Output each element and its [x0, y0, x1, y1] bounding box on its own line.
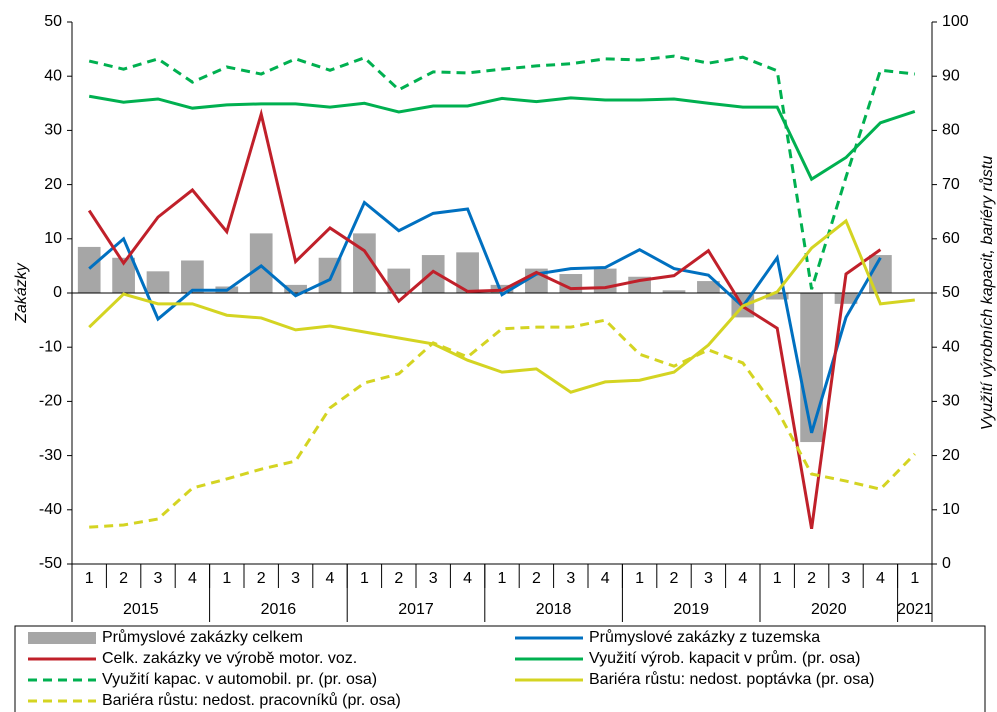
- y-tick-label: -50: [39, 555, 62, 572]
- bar: [697, 281, 720, 293]
- x-tick-label: 4: [601, 570, 610, 587]
- bar: [421, 255, 445, 293]
- x-tick-label: 4: [738, 570, 747, 587]
- line-series: [88, 200, 882, 434]
- line-series: [87, 108, 882, 530]
- year-label: 2015: [123, 601, 159, 618]
- bar: [112, 257, 135, 293]
- x-tick-label: 2: [119, 570, 128, 587]
- y2-tick-label: 40: [942, 338, 960, 355]
- legend-label: Průmyslové zakázky z tuzemska: [589, 628, 820, 646]
- x-tick-label: 2: [670, 570, 679, 587]
- x-tick-label: 3: [291, 570, 300, 587]
- y-tick-label: 50: [44, 13, 62, 30]
- legend-label: Využití kapac. v automobil. pr. (pr. osa…: [102, 671, 377, 688]
- year-label: 2019: [673, 601, 709, 618]
- line-series: [88, 54, 915, 290]
- x-tick-label: 4: [326, 570, 335, 587]
- legend-swatch: [28, 632, 96, 644]
- bar: [662, 290, 686, 293]
- bar: [387, 268, 411, 293]
- y2-tick-label: 10: [942, 501, 960, 518]
- line-series: [88, 218, 915, 394]
- y2-tick-label: 30: [942, 393, 960, 410]
- bar: [800, 293, 823, 443]
- bar: [834, 293, 858, 304]
- bar: [593, 268, 617, 293]
- y2-tick-label: 60: [942, 230, 960, 247]
- bar: [77, 246, 101, 293]
- x-tick-label: 1: [773, 570, 782, 587]
- x-tick-label: 2: [807, 570, 816, 587]
- bar: [284, 284, 307, 293]
- y-tick-label: -20: [39, 393, 62, 410]
- legend-label: Celk. zakázky ve výrobě motor. voz.: [102, 650, 357, 667]
- y-tick-label: -40: [39, 501, 62, 518]
- bar: [181, 260, 204, 293]
- x-tick-label: 1: [910, 570, 919, 587]
- year-label: 2017: [398, 601, 434, 618]
- bar: [146, 271, 170, 293]
- y2-tick-label: 0: [942, 555, 951, 572]
- legend-label: Průmyslové zakázky celkem: [102, 628, 303, 646]
- x-tick-label: 3: [842, 570, 851, 587]
- x-tick-label: 1: [85, 570, 94, 587]
- x-tick-label: 1: [498, 570, 507, 587]
- x-tick-label: 2: [257, 570, 266, 587]
- y2-tick-label: 50: [942, 284, 960, 301]
- bar: [765, 293, 789, 300]
- y2-axis-title: Využití výrobních kapacit, bariéry růstu: [978, 156, 996, 431]
- y2-tick-label: 70: [942, 176, 960, 193]
- x-tick-label: 3: [154, 570, 163, 587]
- year-label: 2020: [811, 601, 847, 618]
- line-series: [88, 94, 916, 182]
- x-tick-label: 1: [360, 570, 369, 587]
- bar: [456, 252, 479, 293]
- legend-label: Bariéra růstu: nedost. pracovníků (pr. o…: [102, 691, 401, 709]
- legend-box: [14, 625, 986, 712]
- bar: [869, 255, 892, 293]
- y-tick-label: 0: [53, 284, 62, 301]
- x-tick-label: 4: [463, 570, 472, 587]
- x-tick-label: 3: [566, 570, 575, 587]
- year-label: 2018: [536, 601, 572, 618]
- x-tick-label: 4: [188, 570, 197, 587]
- legend-label: Využití výrob. kapacit v prům. (pr. osa): [589, 649, 861, 667]
- y2-tick-label: 20: [942, 447, 960, 464]
- bar: [249, 233, 273, 293]
- y2-tick-label: 90: [942, 67, 960, 84]
- x-tick-label: 3: [704, 570, 713, 587]
- line-series: [89, 318, 916, 529]
- y-tick-label: -30: [39, 447, 62, 464]
- y2-tick-label: 80: [942, 122, 960, 139]
- x-tick-label: 3: [429, 570, 438, 587]
- y-tick-label: -10: [39, 338, 62, 355]
- year-label: 2021: [897, 601, 933, 618]
- y-tick-label: 40: [44, 67, 62, 84]
- x-tick-label: 2: [394, 570, 403, 587]
- y2-tick-label: 100: [942, 13, 969, 30]
- x-tick-label: 4: [876, 570, 885, 587]
- y-tick-label: 30: [44, 122, 62, 139]
- x-tick-label: 1: [222, 570, 231, 587]
- y-axis-title: Zakázky: [13, 262, 30, 324]
- year-label: 2016: [261, 601, 297, 618]
- y-tick-label: 20: [44, 176, 62, 193]
- x-tick-label: 1: [635, 570, 644, 587]
- x-tick-label: 2: [532, 570, 541, 587]
- legend-label: Bariéra růstu: nedost. poptávka (pr. osa…: [589, 670, 874, 688]
- y-tick-label: 10: [44, 230, 62, 247]
